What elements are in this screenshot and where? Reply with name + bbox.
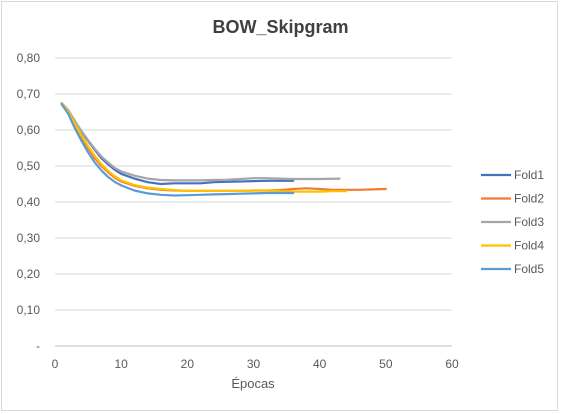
- x-tick-label: 50: [379, 357, 393, 371]
- legend-label-fold5: Fold5: [514, 262, 544, 276]
- legend-label-fold2: Fold2: [514, 192, 544, 206]
- legend-label-fold4: Fold4: [514, 239, 544, 253]
- y-tick-labels: - 0,10 0,20 0,30 0,40 0,50 0,60 0,70 0,80: [17, 51, 41, 353]
- x-tick-label: 0: [52, 357, 59, 371]
- y-tick-label: -: [36, 339, 40, 353]
- x-tick-label: 20: [181, 357, 195, 371]
- series-line-fold1: [60, 101, 295, 186]
- y-tick-label: 0,30: [17, 231, 41, 245]
- x-axis-label: Épocas: [231, 376, 275, 391]
- x-tick-label: 40: [313, 357, 327, 371]
- gridlines: [55, 57, 452, 347]
- series-line-fold3: [60, 101, 341, 182]
- y-tick-label: 0,20: [17, 267, 41, 281]
- y-tick-label: 0,70: [17, 87, 41, 101]
- y-tick-label: 0,10: [17, 303, 41, 317]
- x-tick-labels: 0 10 20 30 40 50 60: [52, 357, 459, 371]
- series-line-fold5: [60, 102, 295, 197]
- x-tick-label: 10: [114, 357, 128, 371]
- y-tick-label: 0,80: [17, 51, 41, 65]
- legend: Fold1 Fold2 Fold3 Fold4 Fold5: [481, 168, 544, 276]
- legend-label-fold3: Fold3: [514, 215, 544, 229]
- series-lines: [60, 101, 387, 197]
- x-tick-label: 60: [445, 357, 459, 371]
- series-line-fold4: [60, 101, 348, 193]
- y-tick-label: 0,60: [17, 123, 41, 137]
- y-tick-label: 0,40: [17, 195, 41, 209]
- y-tick-label: 0,50: [17, 159, 41, 173]
- legend-label-fold1: Fold1: [514, 168, 544, 182]
- chart-title: BOW_Skipgram: [212, 17, 349, 37]
- x-tick-label: 30: [247, 357, 261, 371]
